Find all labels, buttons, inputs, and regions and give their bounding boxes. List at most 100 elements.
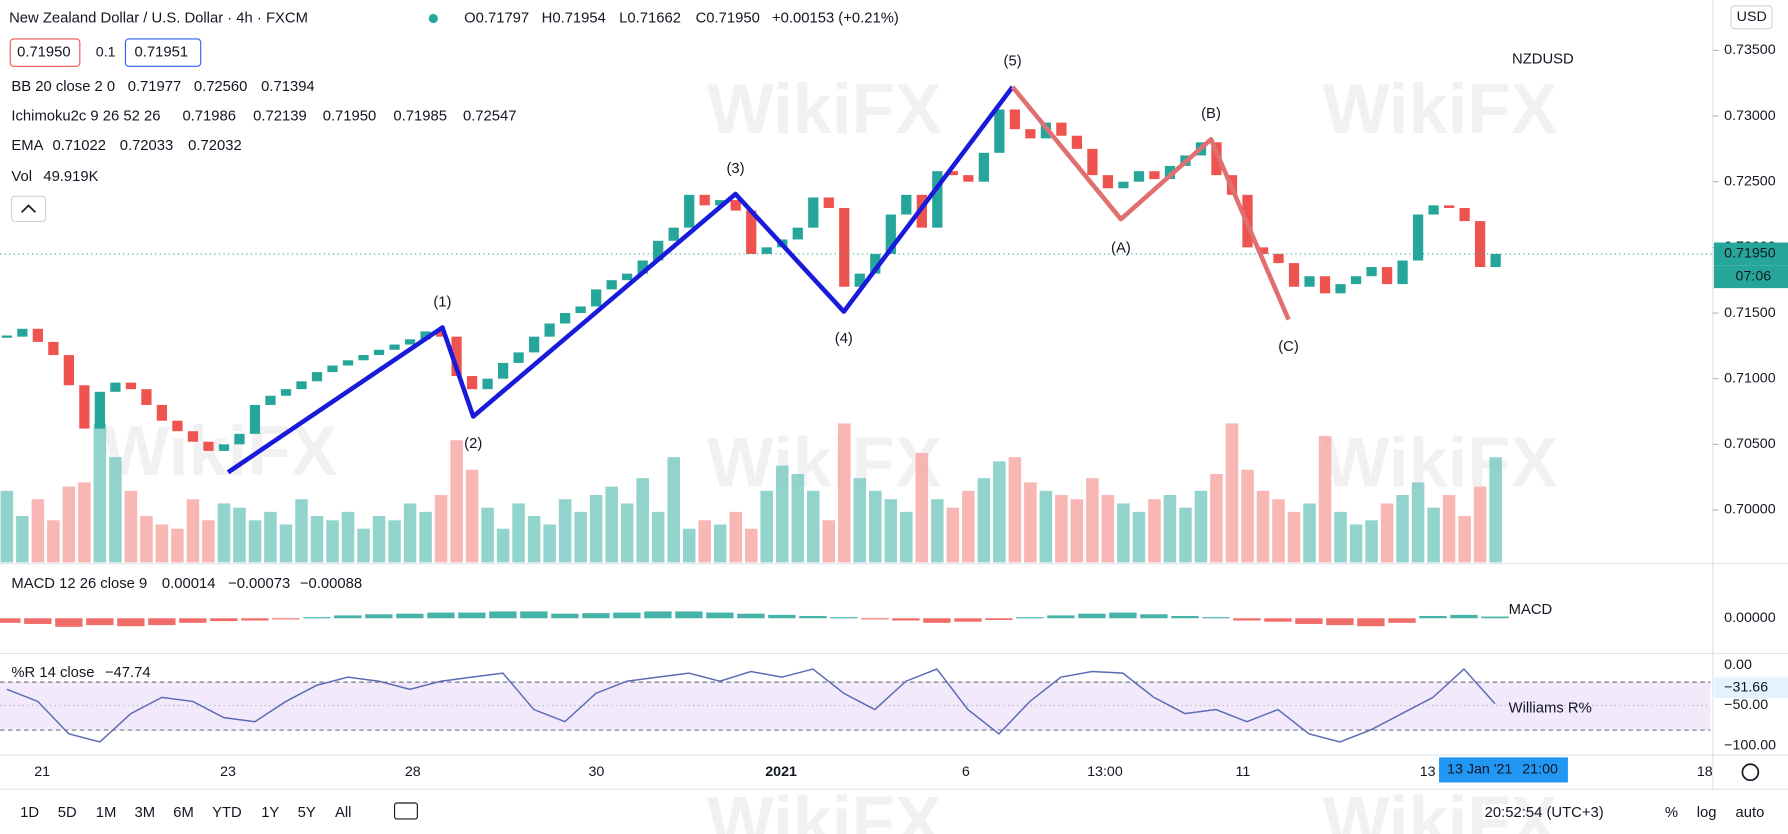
auto-toggle[interactable]: auto (1736, 805, 1765, 821)
macd-bar (1357, 618, 1385, 627)
volume-bar (1442, 495, 1456, 563)
volume-bar (1210, 473, 1223, 563)
collapse-icon (21, 204, 36, 213)
candle (1071, 135, 1083, 149)
ohlc: H0.71954 (542, 10, 606, 26)
macd-bar (117, 618, 145, 627)
candle (1257, 247, 1269, 254)
macd-bar (1047, 615, 1075, 619)
volume-bar (295, 499, 308, 563)
volume-bar (1427, 507, 1440, 563)
macd-bar (1140, 614, 1168, 619)
candle (1428, 205, 1439, 215)
macd-bar (427, 612, 455, 619)
range-button[interactable]: 6M (173, 805, 194, 821)
range-button[interactable]: 1Y (261, 805, 279, 821)
x-tick-label: 11 (1236, 764, 1251, 780)
volume-bar (620, 503, 634, 563)
range-button[interactable]: 5Y (298, 805, 316, 821)
macd-bar (458, 612, 486, 619)
volume-bar (713, 524, 727, 563)
y-tick-label: −100.00 (1724, 738, 1776, 754)
candle (544, 323, 555, 337)
range-button[interactable]: 3M (135, 805, 156, 821)
macd-bar (86, 618, 114, 626)
status-dot (428, 13, 438, 24)
volume-bar (1334, 511, 1347, 563)
cursor-time: 21:00 (1522, 762, 1558, 778)
candle (156, 404, 168, 421)
volume-bar (47, 520, 60, 563)
candle (730, 200, 741, 211)
legend-value: 0.72139 (253, 108, 307, 124)
x-tick-label: 23 (220, 764, 236, 780)
macd-bar (892, 618, 920, 621)
macd-bar (520, 611, 548, 619)
volume-bar (496, 528, 510, 563)
range-button[interactable]: All (335, 805, 351, 821)
y-tick-label: 0.70000 (1724, 502, 1776, 518)
volume-bar (1101, 495, 1115, 563)
candle (1087, 148, 1098, 176)
range-button[interactable]: YTD (212, 805, 242, 821)
volume-bar (931, 499, 944, 563)
date-range-icon[interactable] (393, 802, 418, 820)
x-tick-label: 28 (405, 764, 421, 780)
candle (854, 273, 865, 287)
currency-box (1730, 5, 1773, 30)
candle (172, 420, 183, 432)
volume-bar (264, 511, 277, 563)
settings-icon[interactable] (1741, 763, 1760, 782)
candle (404, 339, 416, 345)
candle (684, 194, 695, 228)
volume-bar (605, 486, 618, 563)
candle (32, 328, 43, 342)
candle (497, 362, 509, 379)
candle (203, 441, 214, 451)
range-button[interactable]: 1D (20, 805, 39, 821)
volume-bar (558, 499, 572, 563)
y-tick-label: 0.73500 (1724, 42, 1776, 58)
log-toggle[interactable]: log (1697, 805, 1717, 821)
ohlc: L0.71662 (619, 10, 681, 26)
range-button[interactable]: 5D (58, 805, 77, 821)
legend-value: 49.919K (43, 169, 98, 185)
volume-bar (806, 490, 820, 563)
volume-bar (791, 473, 805, 563)
collapse-button[interactable] (10, 195, 47, 223)
wave-label: (4) (835, 331, 853, 347)
volume-bar (1272, 499, 1285, 563)
candle (1350, 276, 1362, 285)
candle (1366, 267, 1377, 277)
candle (358, 355, 369, 361)
legend-label: Vol (11, 169, 32, 185)
candle (1459, 207, 1470, 222)
volume-bar (682, 528, 696, 563)
volume-bar (1473, 486, 1487, 563)
candle (653, 240, 664, 261)
candle (668, 227, 679, 241)
macd-bar (1109, 612, 1137, 619)
candle (513, 352, 524, 363)
percent-toggle[interactable]: % (1665, 805, 1678, 821)
macd-bar (1016, 617, 1044, 619)
candle (218, 444, 230, 451)
candle (79, 385, 90, 429)
pane-value: −0.00073 (228, 576, 290, 592)
volume-bar (1303, 503, 1316, 563)
pane-label: %R 14 close (11, 665, 94, 681)
macd-bar (1202, 617, 1230, 619)
volume-bar (388, 520, 401, 563)
candle (792, 227, 803, 240)
macd-bar (1078, 613, 1106, 619)
wave-label: (A) (1111, 241, 1131, 257)
candle (296, 381, 307, 390)
candle (1149, 171, 1160, 180)
range-button[interactable]: 1M (96, 805, 117, 821)
volume-bar (310, 516, 324, 563)
macd-bar (1388, 618, 1416, 623)
legend-value: 0.71394 (261, 79, 315, 95)
volume-bar (171, 528, 184, 563)
volume-bar (1287, 511, 1301, 563)
x-tick-label: 30 (588, 764, 604, 780)
